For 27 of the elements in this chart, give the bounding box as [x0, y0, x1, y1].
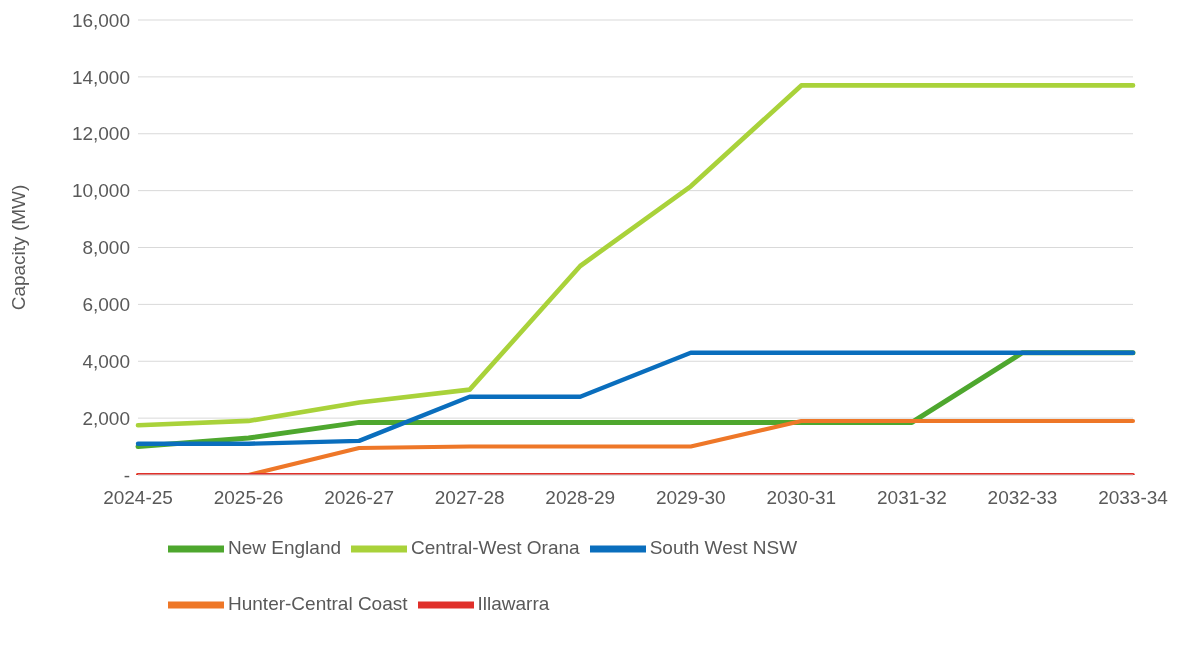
x-tick-label: 2028-29	[545, 487, 616, 509]
x-tick-label: 2029-30	[655, 487, 726, 509]
legend-label: Hunter-Central Coast	[228, 593, 408, 615]
x-tick-label: 2031-32	[877, 487, 947, 509]
x-tick-label: 2032-33	[987, 487, 1058, 509]
line-series	[135, 418, 1136, 475]
x-tick-label: 2030-31	[766, 487, 837, 509]
legend-label: Illawarra	[477, 593, 550, 615]
legend-label: Central-West Orana	[411, 537, 580, 559]
y-tick-label: 6,000	[82, 294, 130, 316]
y-tick-label: 4,000	[82, 350, 130, 372]
y-tick-label: 8,000	[82, 237, 130, 259]
legend-label: South West NSW	[649, 537, 798, 559]
legend-label: New England	[228, 537, 342, 559]
y-tick-label: 10,000	[71, 180, 130, 202]
y-tick-label: 12,000	[71, 123, 130, 145]
x-tick-label: 2026-27	[324, 487, 394, 509]
x-tick-label: 2027-28	[434, 487, 505, 509]
line-series	[135, 83, 1136, 428]
y-tick-label: 14,000	[71, 66, 130, 88]
y-tick-label: 16,000	[71, 9, 130, 31]
x-tick-label: 2024-25	[103, 487, 173, 509]
y-tick-label: 2,000	[82, 407, 130, 429]
y-axis-title: Capacity (MW)	[7, 184, 29, 311]
x-tick-label: 2033-34	[1098, 487, 1169, 509]
x-tick-label: 2025-26	[213, 487, 284, 509]
y-tick-label: -	[123, 464, 130, 486]
